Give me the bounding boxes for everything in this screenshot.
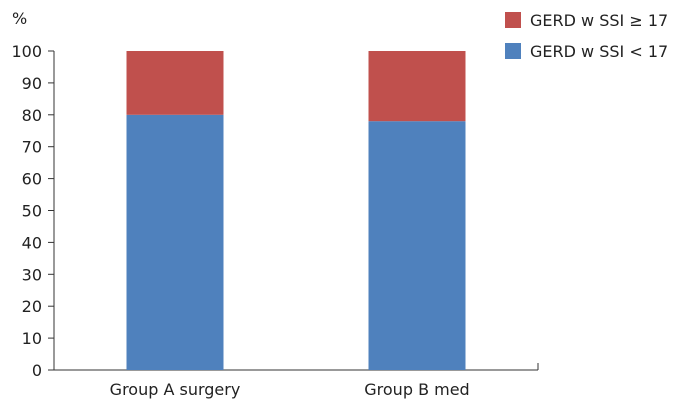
bar-ssi-high-1 (126, 51, 224, 115)
legend-swatch-ssi-high (505, 12, 521, 28)
y-tick-label: 80 (22, 106, 42, 125)
y-tick-label: 0 (32, 361, 42, 380)
y-tick-label: 40 (22, 233, 42, 252)
legend-label-ssi-low: GERD w SSI < 17 (530, 42, 668, 61)
legend-swatch-ssi-low (505, 43, 521, 59)
bar-ssi-high-2 (368, 51, 466, 122)
bar-ssi-low-2 (368, 121, 466, 371)
bar-ssi-low-1 (126, 114, 224, 370)
y-tick-label: 10 (22, 329, 42, 348)
y-tick-label: 60 (22, 170, 42, 189)
plot-area: % 0 10 20 30 40 50 60 70 80 90 100 Group A surgery Gr… (11, 9, 539, 399)
legend-label-ssi-high: GERD w SSI ≥ 17 (530, 11, 668, 30)
y-tick-label: 20 (22, 297, 42, 316)
x-tick-label: Group A surgery (110, 380, 241, 399)
y-tick-label: 30 (22, 265, 42, 284)
y-tick-label: 70 (22, 138, 42, 157)
y-tick-label: 100 (11, 42, 42, 61)
y-axis-label: % (12, 9, 27, 28)
x-tick-label: Group B med (364, 380, 469, 399)
legend: GERD w SSI ≥ 17 GERD w SSI < 17 (505, 11, 668, 61)
y-tick-label: 50 (22, 202, 42, 221)
y-tick-label: 90 (22, 74, 42, 93)
